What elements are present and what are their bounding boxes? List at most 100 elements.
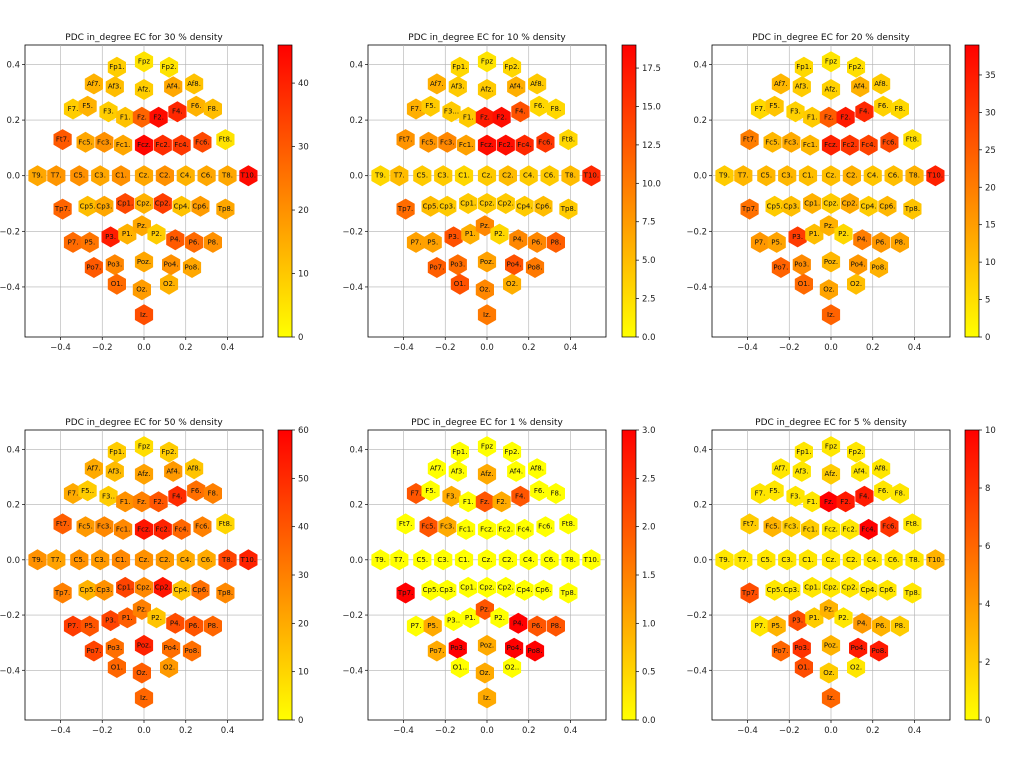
node-label: T9. [31,556,43,564]
node-hexagon [172,518,191,540]
node-label: Fp2. [848,63,863,71]
node-label: F2. [153,113,164,121]
node-hexagon [794,657,813,678]
node-label: F8. [895,490,906,498]
node-hexagon [419,131,438,153]
node-hexagon [459,106,478,128]
node-label: O2.. [505,664,519,672]
node-label: Fc6. [882,523,897,531]
node-hexagon [872,458,891,480]
node-hexagon [218,549,237,571]
node-hexagon [101,226,120,248]
node-label: P4. [857,236,868,244]
colorbar [621,429,637,721]
node-label: Af4. [853,467,867,475]
colorbar [964,44,980,338]
node-label: Cp3. [439,202,455,210]
node-hexagon [903,582,922,604]
node-label: O2. [850,664,862,672]
y-tick-label: −0.4 [686,283,707,293]
node-label: Po8. [528,263,543,271]
y-tick-label: −0.4 [342,666,363,676]
node-hexagon [84,458,103,480]
node-label: Afz. [481,470,494,478]
colorbar-tick-label: 2.0 [642,523,656,533]
node-label: Fp1. [452,63,467,71]
node-label: Cp4. [861,202,877,210]
node-hexagon [477,79,497,100]
node-hexagon [840,576,859,598]
node-label: Oz. [479,286,490,294]
node-hexagon [421,195,440,217]
node-hexagon [442,101,461,123]
node-hexagon [821,79,841,100]
chart-title: PDC in_degree EC for 30 % density [65,33,223,43]
node-label: Ft8. [219,520,232,528]
node-hexagon [47,165,66,187]
node-label: Fc2. [156,525,171,533]
node-hexagon [164,460,183,482]
node-label: O2. [163,280,175,288]
node-hexagon [496,134,515,156]
node-label: Ft8. [562,520,575,528]
node-hexagon [819,662,838,684]
node-hexagon [821,51,841,73]
node-label: P3. [792,617,803,625]
node-label: Fc3. [97,523,112,531]
node-hexagon [540,165,559,187]
node-hexagon [176,549,195,571]
node-hexagon [801,518,820,540]
node-hexagon [515,518,534,540]
y-tick-label: 0.2 [693,116,707,126]
node-hexagon [842,549,861,571]
y-tick-label: 0.0 [6,556,20,566]
node-hexagon [105,76,124,98]
node-label: Po3. [794,261,809,269]
node-hexagon [880,516,899,538]
node-hexagon [134,687,154,709]
node-label: Fc4. [174,525,189,533]
node-label: Fc5. [78,523,93,531]
node-hexagon [855,485,874,507]
node-hexagon [477,436,497,458]
node-label: P5. [427,622,438,630]
node-hexagon [874,95,893,117]
node-hexagon [561,549,580,571]
node-label: Fc5. [765,523,780,531]
node-hexagon [191,579,210,601]
colorbar [621,44,637,338]
node-hexagon [801,134,820,156]
node-label: Cp2. [498,583,514,591]
node-label: F4. [859,492,870,500]
node-label: P8. [894,238,905,246]
node-label: T8. [908,172,920,180]
colorbar-tick-label: 10 [298,668,309,678]
node-hexagon [134,165,154,187]
node-hexagon [185,73,204,95]
node-label: Po8. [872,263,887,271]
node-label: C2. [846,556,858,564]
node-hexagon [191,195,210,217]
node-hexagon [821,576,841,598]
node-label: F1. [120,113,131,121]
node-label: O2. [163,664,175,672]
node-label: P7. [411,238,422,246]
node-label: F1. [463,498,474,506]
node-label: C1. [115,172,127,180]
node-hexagon [438,579,457,601]
node-label: F3. [103,108,114,116]
node-label: F5. [425,487,436,495]
node-hexagon [792,76,811,98]
node-hexagon [53,198,72,220]
node-hexagon [218,165,237,187]
node-label: T7. [50,556,62,564]
node-hexagon [515,579,534,601]
node-label: Fc1. [803,525,818,533]
node-label: Af8. [874,465,888,473]
node-label: Cp1. [804,200,820,208]
node-label: Fc4. [517,141,532,149]
node-label: C4. [523,172,535,180]
node-label: F2. [840,113,851,121]
node-hexagon [193,516,212,538]
